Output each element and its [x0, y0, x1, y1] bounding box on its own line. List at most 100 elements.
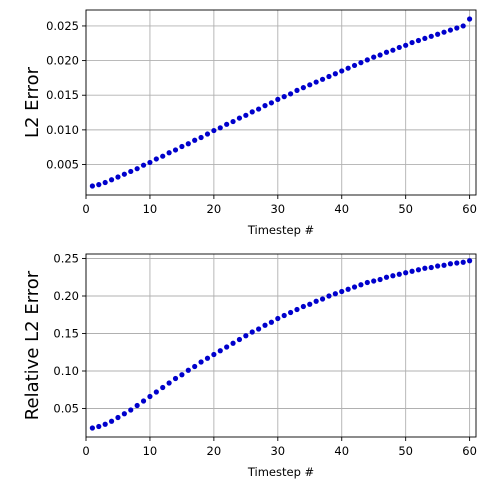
data-point: [256, 326, 262, 332]
data-point: [441, 29, 447, 35]
data-point: [211, 351, 217, 358]
data-point: [358, 282, 364, 288]
data-point: [185, 141, 191, 147]
data-point: [415, 267, 422, 273]
data-point: [307, 301, 313, 307]
data-point: [211, 127, 217, 134]
data-point: [89, 183, 95, 189]
data-point: [441, 262, 447, 268]
data-point: [179, 143, 185, 150]
data-point: [319, 76, 326, 82]
data-point: [243, 112, 249, 118]
data-point: [447, 261, 454, 267]
data-point: [166, 150, 172, 156]
x-tick-label: 30: [270, 444, 285, 458]
data-point: [332, 291, 338, 297]
data-point: [153, 389, 159, 395]
data-point: [217, 125, 223, 131]
data-point: [217, 348, 223, 354]
data-point: [339, 68, 345, 74]
data-point: [185, 367, 191, 373]
data-point: [339, 288, 345, 295]
data-point: [102, 179, 108, 186]
data-point: [300, 85, 306, 91]
data-point: [236, 115, 243, 121]
data-point: [204, 131, 211, 137]
data-point: [313, 79, 319, 85]
data-point: [198, 134, 204, 141]
data-point: [307, 82, 313, 88]
data-point: [422, 265, 428, 271]
data-point: [467, 16, 473, 22]
data-point: [332, 71, 338, 77]
y-tick-label: 0.025: [46, 19, 79, 33]
data-point: [230, 340, 236, 346]
data-point: [249, 109, 255, 115]
y-tick-label: 0.020: [46, 54, 79, 68]
data-point: [96, 423, 102, 430]
data-point: [140, 398, 147, 404]
data-point: [345, 65, 351, 71]
data-point: [383, 274, 390, 280]
data-point: [275, 96, 281, 102]
data-point: [262, 103, 268, 109]
data-point: [134, 402, 140, 409]
data-point: [326, 73, 332, 80]
x-tick-label: 60: [462, 202, 477, 216]
data-point: [294, 87, 300, 93]
data-point: [115, 174, 121, 180]
data-point: [281, 94, 287, 100]
x-tick-label: 50: [398, 202, 413, 216]
data-point: [287, 91, 294, 97]
data-point: [435, 263, 441, 269]
plot-frame: [85, 9, 477, 196]
data-point: [428, 264, 434, 271]
data-point: [268, 319, 275, 325]
x-tick-label: 50: [398, 444, 413, 458]
x-tick-label: 10: [143, 202, 158, 216]
data-point: [262, 322, 268, 328]
data-point: [351, 62, 358, 69]
data-point: [128, 407, 134, 413]
data-point: [460, 23, 466, 29]
x-tick-label: 20: [207, 444, 222, 458]
x-tick-label: 0: [82, 202, 89, 216]
data-point: [435, 31, 441, 37]
data-point: [89, 425, 95, 431]
data-point: [192, 363, 198, 370]
data-point: [358, 60, 364, 66]
data-point: [153, 156, 159, 162]
data-point: [172, 375, 179, 382]
data-point: [243, 333, 249, 339]
data-point: [390, 273, 396, 279]
data-point: [147, 393, 153, 400]
data-point: [249, 329, 255, 335]
data-point: [313, 298, 319, 304]
data-point: [256, 106, 262, 112]
data-point: [390, 47, 396, 53]
data-point: [121, 411, 127, 417]
data-point: [383, 49, 390, 55]
y-tick-label: 0.015: [46, 88, 79, 102]
data-point: [454, 25, 460, 31]
y-axis-title: L2 Error: [22, 66, 43, 138]
data-point: [409, 268, 415, 274]
data-point: [371, 278, 377, 284]
data-point: [396, 44, 402, 51]
y-tick-label: 0.05: [53, 402, 79, 416]
data-point: [108, 418, 115, 424]
data-point: [319, 296, 326, 302]
data-point: [115, 414, 121, 421]
data-point: [172, 147, 179, 153]
data-point: [147, 159, 153, 166]
data-point: [396, 271, 402, 277]
data-point: [294, 306, 300, 313]
y-tick-label: 0.005: [46, 158, 79, 172]
data-point: [224, 121, 230, 127]
data-point: [300, 303, 306, 310]
data-point: [364, 279, 370, 286]
data-point: [160, 384, 166, 391]
x-tick-label: 40: [334, 444, 349, 458]
plot-frame: [85, 253, 477, 438]
data-point: [140, 162, 147, 168]
